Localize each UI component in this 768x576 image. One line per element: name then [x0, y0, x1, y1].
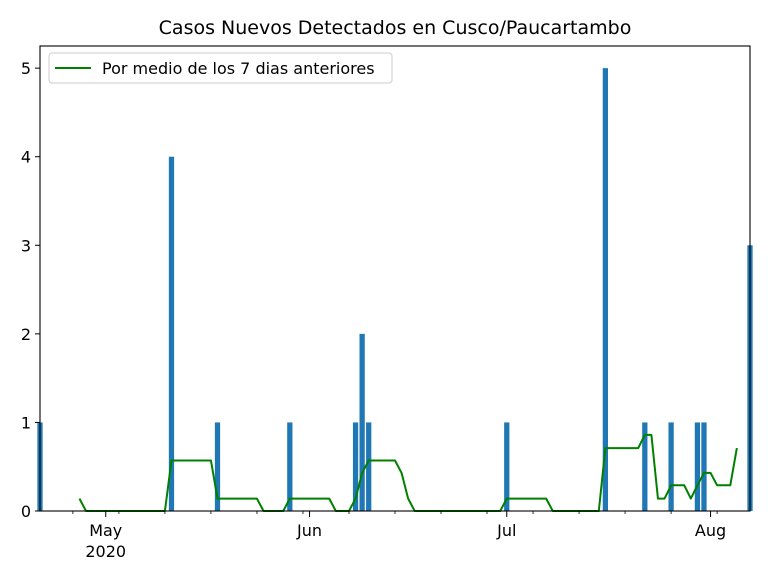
x-tick-label-aug: Aug [695, 521, 726, 540]
bar-2020-06-10 [366, 422, 372, 511]
x-tick-year-label: 2020 [85, 542, 126, 561]
y-tick-label-5: 5 [21, 59, 31, 78]
bar-2020-07-22 [642, 422, 648, 511]
y-axis: 0 1 2 3 4 5 [21, 59, 40, 521]
x-axis: May 2020 Jun Jul Aug [72, 511, 726, 561]
bar-2020-07-31 [701, 422, 707, 511]
legend-box [48, 52, 393, 84]
x-tick-label-jun: Jun [296, 521, 322, 540]
bar-2020-07-01 [504, 422, 510, 511]
bar-2020-06-09 [359, 333, 365, 511]
bar-2020-07-16 [602, 68, 608, 511]
bar-2020-05-11 [168, 156, 175, 511]
y-tick-label-4: 4 [21, 148, 31, 167]
x-tick-label-jul: Jul [496, 521, 516, 540]
bar-2020-05-18 [214, 422, 221, 511]
bar-2020-07-26 [668, 422, 674, 511]
y-tick-label-0: 0 [21, 502, 31, 521]
chart-title: Casos Nuevos Detectados en Cusco/Paucart… [159, 17, 632, 39]
y-tick-label-1: 1 [21, 413, 31, 432]
bar-2020-05-29 [287, 422, 293, 511]
y-tick-label-3: 3 [21, 236, 31, 255]
y-tick-label-2: 2 [21, 325, 31, 344]
legend-label-moving-average: Por medio de los 7 dias anteriores [102, 59, 375, 78]
legend: Por medio de los 7 dias anteriores [48, 52, 393, 84]
bar-2020-06-08 [352, 422, 359, 511]
bar-2020-07-30 [694, 422, 701, 511]
x-tick-label-may: May [89, 521, 122, 540]
